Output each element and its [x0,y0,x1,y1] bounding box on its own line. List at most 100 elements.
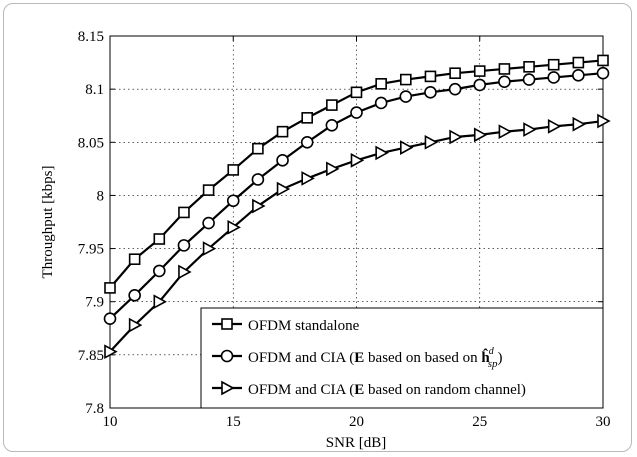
series-2-point-14 [424,86,437,99]
series-1-point-19 [547,58,560,71]
legend-marker-3 [221,380,235,396]
series-1-point-13 [399,73,412,86]
series-3-point-6 [227,219,241,235]
x-tick-label-0: 10 [103,414,118,430]
series-3-point-5 [202,241,217,256]
y-axis-label: Throughput [kbps] [40,166,56,279]
series-3 [104,113,611,360]
grid [110,36,603,408]
series-2-point-13 [399,90,413,103]
series-1-point-18 [523,61,535,73]
series-3-point-15 [449,129,463,145]
legend-swatches [212,318,242,396]
legend-entry-2-sub: sp [488,358,498,370]
series-1-point-20 [572,56,585,69]
series-2-point-16 [473,78,487,92]
series-3-point-21 [597,113,611,129]
series-2-point-10 [325,118,339,132]
legend-entry-2-symbol: ĥ [481,348,490,366]
series-2-point-9 [300,135,314,149]
series-2-point-19 [547,71,561,84]
legend-entry-2-mid: based on based on [364,350,481,366]
y-tick-label-3: 7.95 [78,242,104,258]
series-1-point-3 [153,233,166,245]
legend-marker-1 [221,318,233,330]
series-3-point-2 [128,317,143,333]
y-tick-label-0: 7.8 [85,401,104,417]
series-3-point-11 [350,153,365,168]
legend-entry-3: OFDM and CIA (E based on random channel) [248,382,526,398]
series-2-point-11 [350,106,363,119]
series-3-point-3 [153,294,167,310]
series-2-point-7 [251,173,265,186]
series-3-point-16 [473,127,488,143]
series-3-point-9 [301,171,315,186]
legend-box [200,307,604,409]
series-group [103,54,611,360]
series-1-point-4 [178,206,190,219]
series-1-point-1 [104,282,116,294]
series-2-point-6 [226,194,240,208]
series-2-point-1 [103,312,117,326]
series-1-point-11 [350,86,363,99]
series-1 [104,54,609,294]
legend-entry-2-pre: OFDM and CIA ( [248,350,354,366]
series-3-point-12 [375,145,389,161]
legend: OFDM standalone OFDM and CIA (E based on… [200,307,604,409]
y-tick-label-2: 7.9 [85,295,104,311]
y-tick-label-5: 8.05 [78,135,104,151]
series-2-point-2 [128,289,141,302]
x-tick-label-3: 25 [472,414,487,430]
series-2-point-8 [276,154,289,167]
series-2-point-18 [522,73,536,86]
y-tick-label-7: 8.15 [78,29,104,45]
series-3-point-18 [523,122,537,137]
series-1-point-15 [449,67,461,79]
legend-entry-3-pre: OFDM and CIA ( [248,382,354,398]
axis-ticks: 10 15 20 25 30 7.8 7.85 7.9 7.95 8 8.05 8.1 8.15 [78,29,611,430]
series-3-point-14 [424,134,439,150]
legend-entry-1: OFDM standalone [248,318,360,334]
x-tick-label-4: 30 [596,414,611,430]
series-1-point-12 [375,78,387,90]
series-3-point-8 [276,181,291,197]
series-2-point-12 [374,96,388,110]
legend-entry-3-post: based on random channel) [364,382,526,398]
series-2-point-3 [153,264,166,278]
series-2-point-17 [498,75,511,89]
series-3-point-13 [399,140,414,155]
x-axis-label: SNR [dB] [326,435,386,451]
series-1-point-9 [301,112,314,124]
series-3-point-20 [572,116,587,132]
series-2 [103,66,610,326]
series-1-point-6 [227,164,240,176]
y-tick-label-4: 8 [97,188,105,204]
legend-marker-2 [220,349,234,363]
series-2-point-5 [202,216,215,230]
series-3-point-4 [178,264,192,280]
series-2-point-20 [572,69,585,82]
legend-entry-3-bold: E [354,382,364,398]
series-3-point-7 [252,198,266,214]
series-1-point-7 [252,142,264,155]
series-1-point-21 [597,54,609,67]
series-3-point-19 [547,118,562,134]
series-1-point-10 [326,99,338,111]
series-2-point-4 [177,239,191,252]
series-1-point-16 [473,65,486,77]
series-3-point-1 [104,344,118,360]
series-1-point-5 [202,184,215,196]
series-2-point-15 [448,82,462,96]
y-tick-label-1: 7.85 [78,348,104,364]
legend-entry-2-post: ) [497,350,502,366]
series-1-point-17 [498,63,511,75]
series-3-point-17 [498,124,513,140]
legend-entry-2-sup: d [489,346,495,357]
legend-entry-2-bold: E [354,350,364,366]
legend-entry-2: OFDM and CIA (E based on based on ĥd sp) [248,346,502,370]
series-2-point-21 [596,66,610,80]
series-1-point-8 [276,125,289,138]
x-tick-label-1: 15 [226,414,241,430]
x-tick-label-2: 20 [349,414,364,430]
